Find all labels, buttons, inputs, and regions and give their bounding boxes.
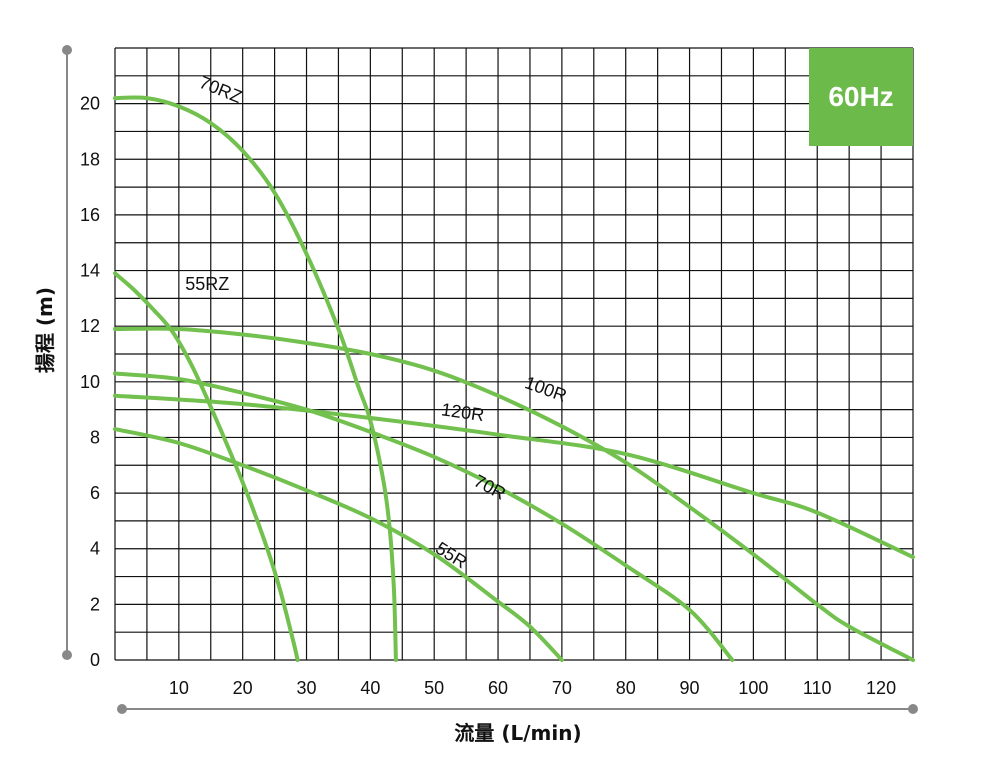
chart-grid <box>114 47 914 661</box>
curve-120r <box>113 393 915 560</box>
curve-100r <box>113 326 915 662</box>
x-tick-label: 30 <box>297 678 317 698</box>
performance-curves <box>113 95 915 662</box>
y-tick-label: 18 <box>80 149 100 169</box>
chart-axes <box>62 45 918 714</box>
curve-label-55rz: 55RZ <box>185 274 229 294</box>
x-tick-label: 90 <box>680 678 700 698</box>
x-tick-label: 50 <box>424 678 444 698</box>
curve-55r <box>113 427 564 662</box>
x-tick-label: 110 <box>803 678 832 698</box>
curve-label-70r: 70R <box>471 471 510 504</box>
x-tick-labels: 10 20 30 40 50 60 70 80 90 100 110 120 <box>169 678 896 698</box>
y-axis-end-dot <box>62 45 72 55</box>
frequency-badge: 60Hz <box>809 48 913 146</box>
y-tick-label: 4 <box>90 539 100 559</box>
x-tick-label: 70 <box>552 678 572 698</box>
x-tick-label: 10 <box>169 678 189 698</box>
y-tick-label: 8 <box>90 427 100 447</box>
y-tick-label: 10 <box>80 372 100 392</box>
curve-70r <box>113 371 735 662</box>
y-tick-label: 0 <box>90 650 100 670</box>
x-axis-end-dot <box>908 704 918 714</box>
x-tick-label: 60 <box>488 678 508 698</box>
y-tick-label: 6 <box>90 483 100 503</box>
y-tick-label: 12 <box>80 316 100 336</box>
x-tick-label: 40 <box>360 678 380 698</box>
y-axis-end-dot <box>62 650 72 660</box>
y-tick-labels: 0 2 4 6 8 10 12 14 16 18 20 <box>80 94 100 670</box>
x-axis-end-dot <box>117 704 127 714</box>
x-tick-label: 120 <box>866 678 896 698</box>
curve-label-70rz: 70RZ <box>196 72 244 107</box>
y-tick-label: 2 <box>90 594 100 614</box>
y-tick-label: 16 <box>80 205 100 225</box>
y-tick-label: 20 <box>80 94 100 114</box>
x-tick-label: 80 <box>616 678 636 698</box>
curve-70rz <box>113 95 398 662</box>
curve-55rz <box>113 271 300 662</box>
x-tick-label: 20 <box>233 678 253 698</box>
x-tick-label: 100 <box>738 678 768 698</box>
curve-label-120r: 120R <box>440 399 485 425</box>
y-tick-label: 14 <box>80 261 100 281</box>
x-axis-title: 流量 (L/min) <box>454 721 581 745</box>
y-axis-title: 揚程 (m) <box>33 287 57 373</box>
